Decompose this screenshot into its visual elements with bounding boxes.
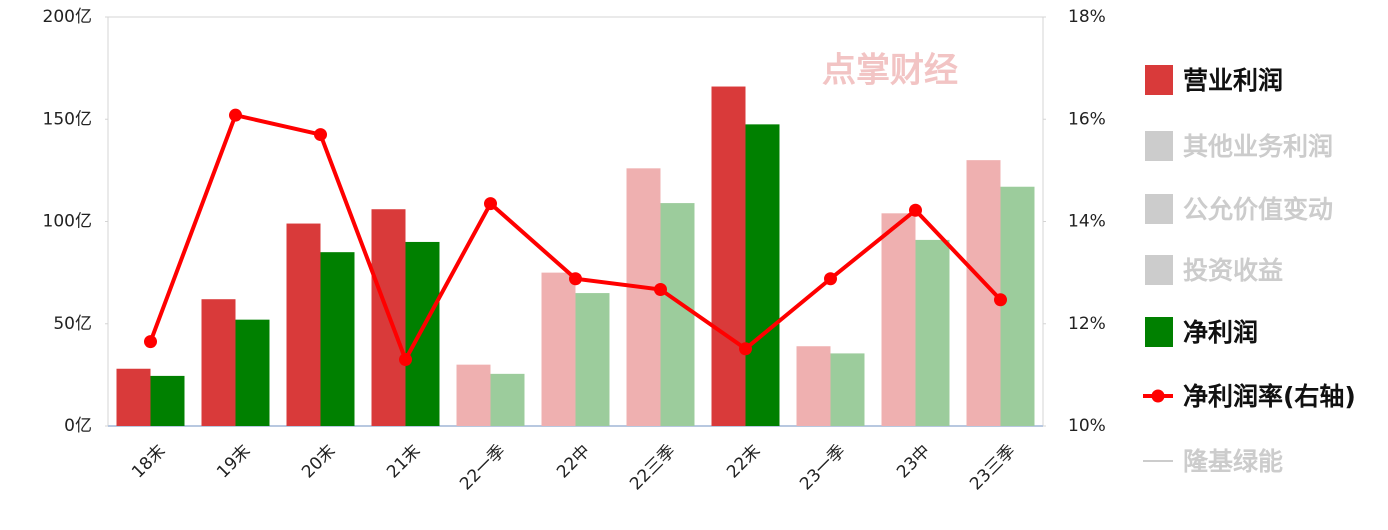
line-point [654,282,667,296]
legend-swatch[interactable] [1145,131,1173,161]
bar [575,293,610,426]
x-tick-label: 18末 [128,441,169,482]
legend-swatch[interactable] [1145,65,1173,95]
legend-swatch[interactable] [1145,317,1173,347]
x-tick-label: 19末 [213,441,254,482]
bar [235,319,270,426]
legend-label[interactable]: 投资收益 [1183,256,1283,285]
line-point [909,203,922,217]
line-point [824,272,837,286]
legend-swatch[interactable] [1145,194,1173,224]
y2-tick-label: 14% [1068,212,1106,232]
bar [405,241,440,426]
bar [796,346,831,426]
y2-tick-label: 10% [1068,416,1106,436]
y-tick-label: 100亿 [43,212,92,232]
y2-tick-label: 18% [1068,7,1106,27]
line-point [484,197,497,211]
y2-tick-label: 12% [1068,314,1106,334]
bar [286,223,321,426]
bar [150,375,185,426]
x-tick-label: 23一季 [796,441,849,494]
legend-label[interactable]: 净利润率(右轴) [1183,382,1356,411]
legend-label[interactable]: 公允价值变动 [1183,195,1333,224]
line-point [569,272,582,286]
x-tick-label: 22末 [723,441,764,482]
line-point [229,108,242,122]
legend-label[interactable]: 隆基绿能 [1183,447,1283,476]
x-tick-label: 21末 [383,441,424,482]
x-tick-label: 23三季 [966,441,1019,494]
bar [1000,186,1035,426]
line-point [994,293,1007,307]
x-tick-label: 22三季 [626,441,679,494]
y-tick-label: 50亿 [53,314,92,334]
x-tick-label: 20末 [298,441,339,482]
bar [745,124,780,427]
line-point [739,342,752,356]
line-point [399,353,412,367]
bar [490,373,525,426]
bar [915,239,950,426]
x-tick-label: 22中 [553,441,594,482]
legend-label[interactable]: 净利润 [1183,318,1258,347]
bar [201,299,236,426]
legend-swatch[interactable] [1151,389,1165,403]
bar [456,364,491,426]
y-tick-label: 150亿 [43,109,92,129]
bar [541,272,576,426]
bar [116,368,151,426]
bar [711,86,746,426]
line-point [314,128,327,142]
bar [830,353,865,426]
watermark: 点掌财经 [822,51,958,91]
bar [626,168,661,426]
y-tick-label: 200亿 [43,7,92,27]
bar [881,213,916,426]
x-tick-label: 23中 [893,441,934,482]
legend-label[interactable]: 其他业务利润 [1183,132,1333,161]
legend-swatch[interactable] [1145,255,1173,285]
legend-label[interactable]: 营业利润 [1183,66,1283,95]
bar [660,203,695,426]
bar [320,252,355,426]
y-tick-label: 0亿 [64,416,92,436]
x-tick-label: 22一季 [456,441,509,494]
y2-tick-label: 16% [1068,109,1106,129]
line-point [144,335,157,349]
